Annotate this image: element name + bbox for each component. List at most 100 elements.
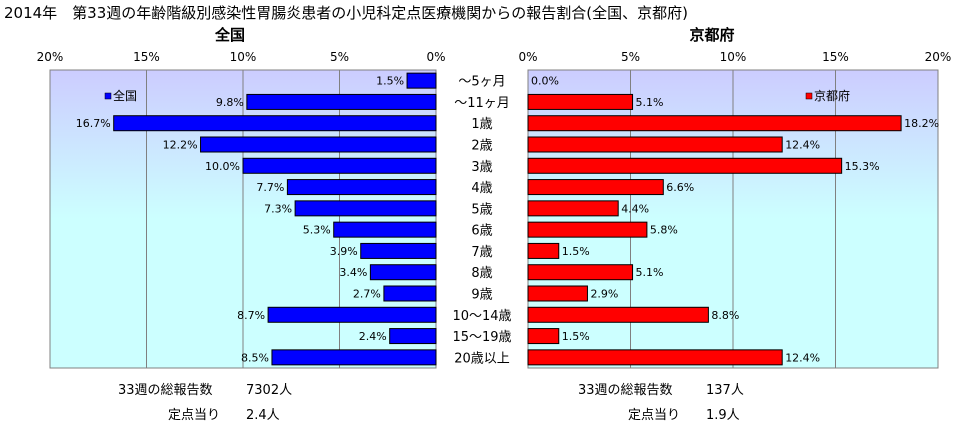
kyoto-data-label: 5.8% xyxy=(650,224,678,237)
kyoto-per-label: 定点当り xyxy=(628,408,680,423)
kyoto-data-label: 0.0% xyxy=(531,75,559,88)
kyoto-data-label: 2.9% xyxy=(590,288,618,301)
kyoto-plot-border xyxy=(527,69,939,369)
national-bar xyxy=(333,221,437,238)
category-labels: 〜5ヶ月〜11ヶ月 1歳 2歳 3歳 4歳 5歳 6歳 7歳 8歳 9歳 10〜14歳 15〜19歳 2… xyxy=(452,75,511,367)
kyoto-tick-label: 0% xyxy=(518,50,537,64)
category-label: 〜11ヶ月 xyxy=(454,96,510,111)
national-total-label: 33週の総報告数 xyxy=(118,383,213,398)
national-bar xyxy=(271,349,437,366)
kyoto-bar xyxy=(527,221,648,238)
national-bar xyxy=(113,115,437,132)
category-label: 9歳 xyxy=(471,288,492,303)
kyoto-bar xyxy=(527,349,783,366)
category-label: 2歳 xyxy=(471,139,492,154)
national-bar xyxy=(200,136,437,153)
national-data-label: 8.5% xyxy=(241,351,269,364)
category-label: 7歳 xyxy=(471,245,492,260)
kyoto-bar xyxy=(527,93,634,110)
kyoto-bar xyxy=(527,242,560,259)
category-label: 20歳以上 xyxy=(454,351,510,366)
kyoto-total-label: 33週の総報告数 xyxy=(578,383,673,398)
kyoto-data-label: 5.1% xyxy=(636,96,664,109)
national-bar xyxy=(406,72,437,89)
national-data-label: 1.5% xyxy=(376,75,404,88)
kyoto-data-label: 1.5% xyxy=(562,330,590,343)
category-label: 4歳 xyxy=(471,181,492,196)
category-label: 10〜14歳 xyxy=(452,309,511,324)
footer-kyoto: 33週の総報告数 137人 定点当り 1.9人 xyxy=(578,383,744,423)
national-data-label: 2.4% xyxy=(359,330,387,343)
kyoto-bar xyxy=(527,157,843,174)
kyoto-data-label: 5.1% xyxy=(636,266,664,279)
national-data-label: 10.0% xyxy=(205,160,240,173)
category-label: 3歳 xyxy=(471,160,492,175)
kyoto-tick-label: 20% xyxy=(925,50,952,64)
kyoto-bar xyxy=(527,115,902,132)
kyoto-bar xyxy=(527,264,634,281)
category-label: 6歳 xyxy=(471,224,492,239)
national-tick-label: 20% xyxy=(37,50,64,64)
category-label: 8歳 xyxy=(471,266,492,281)
national-data-label: 16.7% xyxy=(76,117,111,130)
kyoto-legend-swatch xyxy=(805,92,813,100)
kyoto-data-label: 15.3% xyxy=(845,160,880,173)
kyoto-data-label: 4.4% xyxy=(621,202,649,215)
kyoto-data-label: 18.2% xyxy=(904,117,939,130)
panel-title-national: 全国 xyxy=(214,26,245,44)
national-bar xyxy=(383,285,437,302)
national-data-label: 9.8% xyxy=(216,96,244,109)
category-label: 15〜19歳 xyxy=(452,330,511,345)
kyoto-legend-label: 京都府 xyxy=(814,88,850,103)
kyoto-data-label: 8.8% xyxy=(711,309,739,322)
kyoto-data-label: 1.5% xyxy=(562,245,590,258)
national-tick-label: 15% xyxy=(133,50,160,64)
kyoto-total-value: 137人 xyxy=(706,383,744,398)
national-data-label: 12.2% xyxy=(163,139,198,152)
national-bar xyxy=(389,328,437,345)
kyoto-tick-label: 10% xyxy=(720,50,747,64)
national-bar xyxy=(369,264,437,281)
kyoto-data-label: 6.6% xyxy=(666,181,694,194)
national-total-value: 7302人 xyxy=(246,383,292,398)
category-label: 1歳 xyxy=(471,117,492,132)
national-data-label: 3.4% xyxy=(339,266,367,279)
footer-national: 33週の総報告数 7302人 定点当り 2.4人 xyxy=(118,383,292,423)
kyoto-tick-label: 15% xyxy=(822,50,849,64)
national-per-label: 定点当り xyxy=(168,408,220,423)
national-bar xyxy=(267,306,437,323)
national-data-label: 3.9% xyxy=(330,245,358,258)
national-data-label: 2.7% xyxy=(353,288,381,301)
category-label: 5歳 xyxy=(471,202,492,217)
national-tick-label: 0% xyxy=(426,50,445,64)
national-legend-label: 全国 xyxy=(113,88,137,103)
chart-title: 2014年 第33週の年齢階級別感染性胃腸炎患者の小児科定点医療機関からの報告割… xyxy=(4,4,688,22)
panel-title-kyoto: 京都府 xyxy=(689,26,734,44)
kyoto-bar xyxy=(527,200,619,217)
national-tick-label: 5% xyxy=(330,50,349,64)
national-bar xyxy=(286,179,437,196)
kyoto-bar xyxy=(527,136,783,153)
national-tick-label: 10% xyxy=(230,50,257,64)
kyoto-panel: 0% 5% 10% 15% 20% 0.0% 5.1% 18.2% 12.4% 15.3% 6.6%… xyxy=(518,50,952,369)
kyoto-bar xyxy=(527,285,588,302)
national-plot-border xyxy=(49,69,437,369)
kyoto-data-label: 12.4% xyxy=(785,139,820,152)
national-legend-swatch xyxy=(104,92,112,100)
national-data-label: 7.3% xyxy=(264,202,292,215)
kyoto-tick-label: 5% xyxy=(621,50,640,64)
national-bar xyxy=(294,200,437,217)
national-data-label: 5.3% xyxy=(303,224,331,237)
national-data-label: 7.7% xyxy=(256,181,284,194)
national-bar xyxy=(242,157,437,174)
kyoto-bar xyxy=(527,179,664,196)
kyoto-per-value: 1.9人 xyxy=(706,408,740,423)
national-data-label: 8.7% xyxy=(237,309,265,322)
kyoto-data-label: 12.4% xyxy=(785,351,820,364)
national-bar xyxy=(246,93,437,110)
national-panel: 0% 5% 10% 15% 20% 1.5% 9.8% 16.7% 12.2% 10.0% 7.7%… xyxy=(37,50,446,369)
kyoto-bar xyxy=(527,306,709,323)
national-bar xyxy=(360,242,437,259)
kyoto-bar xyxy=(527,328,560,345)
